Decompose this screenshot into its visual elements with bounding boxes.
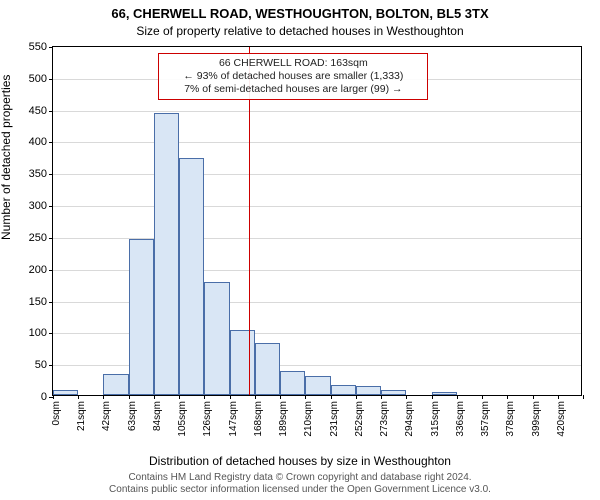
xtick-mark [230,395,231,399]
chart-plot-area: 0501001502002503003504004505005500sqm21s… [52,46,582,396]
xtick-label: 105sqm [177,401,188,437]
gridline-h [53,206,581,207]
xtick-label: 231sqm [329,401,340,437]
histogram-bar [53,390,78,395]
chart-title-address: 66, CHERWELL ROAD, WESTHOUGHTON, BOLTON,… [0,6,600,21]
xtick-mark [507,395,508,399]
chart-footer: Contains HM Land Registry data © Crown c… [0,472,600,496]
xtick-mark [154,395,155,399]
ytick-mark [49,142,53,143]
xtick-mark [255,395,256,399]
histogram-bar [103,374,128,395]
ytick-mark [49,79,53,80]
ytick-label: 150 [29,296,47,308]
xtick-mark [53,395,54,399]
ytick-mark [49,47,53,48]
annotation-box: 66 CHERWELL ROAD: 163sqm← 93% of detache… [158,53,428,100]
histogram-bar [179,158,204,395]
ytick-label: 0 [41,391,47,403]
xtick-mark [103,395,104,399]
chart-subtitle: Size of property relative to detached ho… [0,24,600,38]
xtick-label: 336sqm [455,401,466,437]
ytick-mark [49,270,53,271]
xtick-label: 399sqm [531,401,542,437]
xtick-mark [129,395,130,399]
xtick-mark [432,395,433,399]
annotation-line1: 66 CHERWELL ROAD: 163sqm [165,57,421,70]
xtick-mark [533,395,534,399]
gridline-h [53,111,581,112]
xtick-label: 0sqm [51,401,62,425]
xtick-label: 420sqm [556,401,567,437]
ytick-label: 400 [29,136,47,148]
xtick-mark [305,395,306,399]
ytick-label: 100 [29,327,47,339]
x-axis-label: Distribution of detached houses by size … [0,454,600,468]
histogram-bar [129,239,154,395]
ytick-label: 300 [29,200,47,212]
histogram-bar [154,113,179,395]
y-axis-label: Number of detached properties [0,75,13,240]
ytick-mark [49,174,53,175]
xtick-label: 42sqm [101,401,112,431]
footer-line-1: Contains HM Land Registry data © Crown c… [0,472,600,484]
ytick-label: 550 [29,41,47,53]
xtick-label: 168sqm [253,401,264,437]
histogram-bar [305,376,330,395]
xtick-label: 147sqm [228,401,239,437]
xtick-mark [406,395,407,399]
xtick-label: 210sqm [303,401,314,437]
ytick-mark [49,333,53,334]
xtick-mark [482,395,483,399]
xtick-label: 63sqm [127,401,138,431]
xtick-mark [204,395,205,399]
histogram-bar [204,282,229,395]
histogram-bar [356,386,381,395]
xtick-label: 315sqm [430,401,441,437]
xtick-mark [280,395,281,399]
xtick-label: 273sqm [379,401,390,437]
histogram-bar [381,390,406,395]
xtick-mark [179,395,180,399]
ytick-mark [49,365,53,366]
xtick-mark [583,395,584,399]
footer-line-2: Contains public sector information licen… [0,484,600,496]
ytick-label: 50 [35,359,47,371]
xtick-label: 252sqm [354,401,365,437]
xtick-label: 21sqm [76,401,87,431]
xtick-label: 378sqm [505,401,516,437]
ytick-label: 450 [29,105,47,117]
xtick-mark [331,395,332,399]
ytick-mark [49,206,53,207]
ytick-label: 500 [29,73,47,85]
histogram-bar [432,392,457,395]
ytick-mark [49,111,53,112]
xtick-label: 294sqm [404,401,415,437]
histogram-bar [230,330,255,395]
histogram-bar [280,371,305,395]
ytick-label: 350 [29,168,47,180]
ytick-mark [49,302,53,303]
xtick-label: 189sqm [278,401,289,437]
histogram-bar [331,385,356,395]
gridline-h [53,174,581,175]
xtick-label: 357sqm [480,401,491,437]
histogram-bar [255,343,280,395]
xtick-mark [356,395,357,399]
annotation-line3: 7% of semi-detached houses are larger (9… [165,83,421,96]
ytick-label: 200 [29,264,47,276]
xtick-label: 84sqm [152,401,163,431]
gridline-h [53,142,581,143]
ytick-label: 250 [29,232,47,244]
xtick-mark [78,395,79,399]
xtick-mark [457,395,458,399]
xtick-mark [558,395,559,399]
xtick-label: 126sqm [202,401,213,437]
ytick-mark [49,238,53,239]
xtick-mark [381,395,382,399]
annotation-line2: ← 93% of detached houses are smaller (1,… [165,70,421,83]
